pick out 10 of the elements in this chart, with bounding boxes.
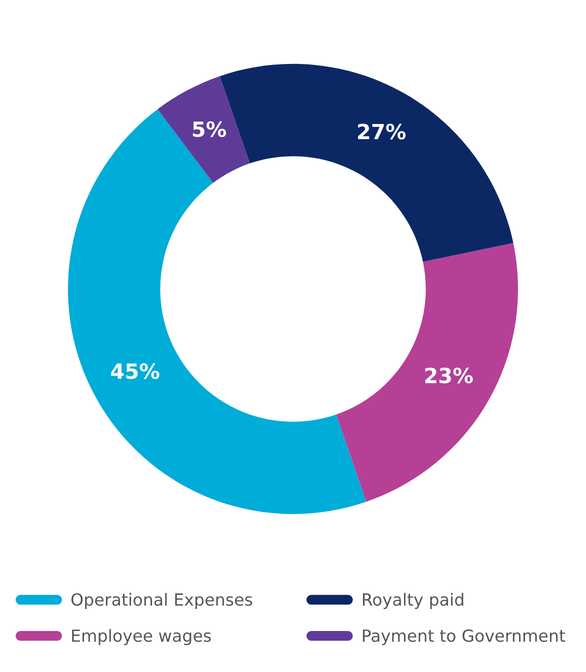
donut-slice bbox=[158, 76, 250, 183]
donut-slice bbox=[336, 242, 518, 502]
data-label: 23% bbox=[425, 368, 473, 384]
data-label: 45% bbox=[111, 363, 160, 379]
data-label: 5% bbox=[192, 121, 226, 138]
legend-label: Payment to Government bbox=[362, 629, 566, 646]
legend-label: Royalty paid bbox=[362, 592, 464, 610]
legend-label: Operational Expenses bbox=[71, 592, 252, 610]
data-label: 27% bbox=[358, 124, 406, 140]
legend-label: Employee wages bbox=[72, 629, 211, 646]
